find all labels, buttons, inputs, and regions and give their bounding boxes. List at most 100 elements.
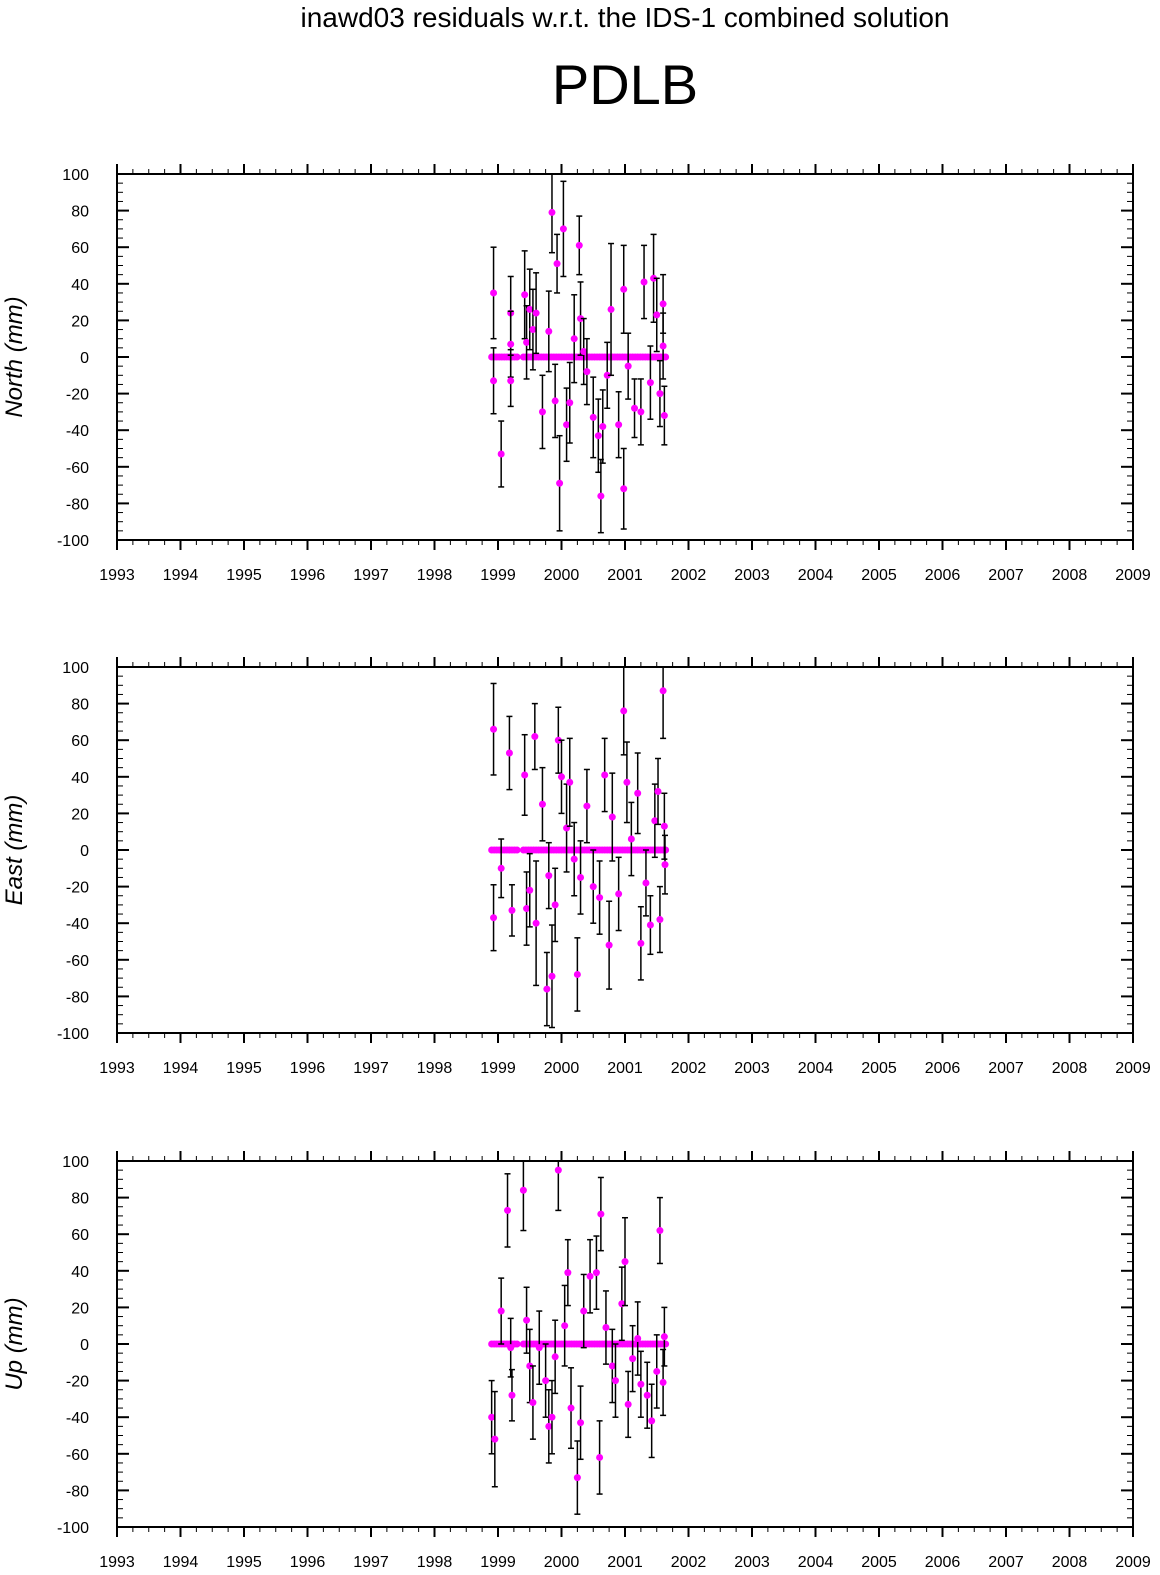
data-point [646,379,654,387]
y-tick-label: 100 [62,167,89,184]
data-point [608,813,616,821]
data-point [490,914,498,922]
x-tick-label: 2001 [607,567,643,584]
y-tick-label: 80 [71,204,89,221]
data-point [554,1166,562,1174]
data-point [580,348,588,356]
data-point [529,326,537,334]
data-point [651,817,659,825]
data-point [567,1404,575,1412]
data-point [491,1435,499,1443]
x-tick-label: 2002 [671,1060,707,1077]
x-tick-label: 1998 [417,567,453,584]
data-point [620,707,628,715]
data-point [589,883,597,891]
data-point [634,789,642,797]
data-point [589,413,597,421]
data-point [627,835,635,843]
data-point [603,371,611,379]
data-point [508,1391,516,1399]
zero-residual-point [662,1340,670,1348]
x-tick-label: 2007 [988,1060,1024,1077]
y-tick-label: -40 [66,423,89,440]
zero-residual-point [513,1340,521,1348]
x-tick-label: 1998 [417,1554,453,1571]
data-point [623,778,631,786]
x-tick-label: 1996 [290,567,326,584]
data-point [507,1344,515,1352]
data-point [643,1391,651,1399]
data-point [608,1362,616,1370]
data-point [659,1378,667,1386]
data-point [656,916,664,924]
data-point [507,377,515,385]
data-point [637,1380,645,1388]
y-tick-label: 40 [71,1264,89,1281]
zero-residual-point [513,353,521,361]
y-tick-label: -80 [66,989,89,1006]
x-tick-label: 1998 [417,1060,453,1077]
data-point [526,886,534,894]
y-tick-label: -80 [66,496,89,513]
data-point [597,1210,605,1218]
x-tick-label: 2005 [861,1060,897,1077]
data-point [607,305,615,313]
data-point [577,315,585,323]
zero-residual-point [513,846,521,854]
x-tick-label: 2000 [544,1060,580,1077]
data-point [601,771,609,779]
data-point [624,1400,632,1408]
y-tick-label: -80 [66,1483,89,1500]
data-point [648,1417,656,1425]
data-point [523,905,531,913]
y-tick-label: 100 [62,660,89,677]
y-tick-label: -20 [66,880,89,897]
data-point [599,423,607,431]
data-point [523,1316,531,1324]
data-point [543,985,551,993]
y-tick-label: 60 [71,733,89,750]
x-tick-label: 1994 [163,567,199,584]
y-tick-label: 60 [71,1227,89,1244]
x-tick-label: 2004 [798,1060,834,1077]
data-point [531,733,539,741]
x-tick-label: 2000 [544,1554,580,1571]
data-point [586,1272,594,1280]
x-tick-label: 2001 [607,1060,643,1077]
x-tick-label: 1995 [226,567,262,584]
data-point [577,873,585,881]
data-point [545,1422,553,1430]
y-tick-label: 60 [71,240,89,257]
y-tick-label: -40 [66,916,89,933]
y-tick-label: 0 [80,1337,89,1354]
x-tick-label: 2008 [1052,1554,1088,1571]
y-tick-label: -60 [66,953,89,970]
data-point [504,1206,512,1214]
data-point [551,901,559,909]
data-point [594,432,602,440]
data-point [637,939,645,947]
data-point [532,309,540,317]
data-point [538,800,546,808]
data-point [548,972,556,980]
x-tick-label: 1996 [290,1554,326,1571]
data-point [597,492,605,500]
y-tick-label: -60 [66,1447,89,1464]
data-point [653,1367,661,1375]
data-point [563,421,571,429]
x-tick-label: 2006 [925,1060,961,1077]
data-point [570,855,578,863]
data-point [523,338,531,346]
y-tick-label: 0 [80,843,89,860]
data-point [660,1333,668,1341]
data-point [521,291,529,299]
y-tick-label: 80 [71,1191,89,1208]
data-point [602,1324,610,1332]
x-tick-label: 1999 [480,1060,516,1077]
data-point [660,412,668,420]
data-point [654,787,662,795]
data-point [508,906,516,914]
data-point [488,1413,496,1421]
data-point [659,687,667,695]
